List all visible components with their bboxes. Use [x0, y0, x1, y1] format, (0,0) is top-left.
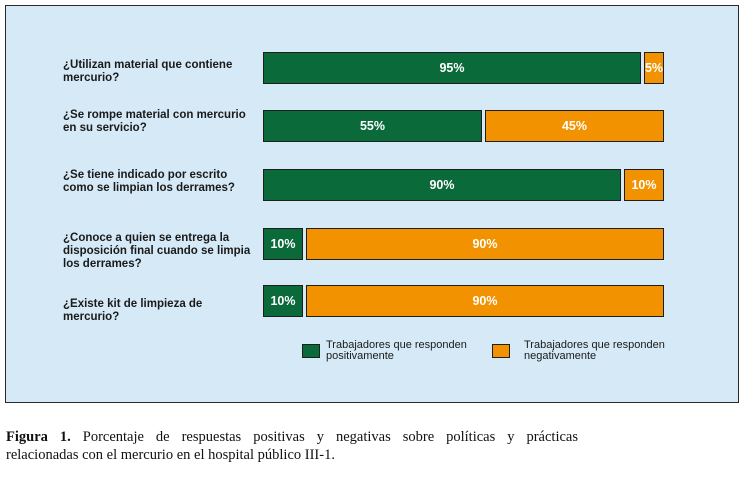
- question-label: ¿Conoce a quien se entrega la disposición…: [63, 232, 263, 271]
- bar-positive: 10%: [263, 285, 303, 317]
- legend-label-line: negativamente: [524, 350, 597, 362]
- bar-value-label: 5%: [644, 61, 664, 75]
- bar-positive: 95%: [263, 52, 641, 84]
- question-label: ¿Utilizan material que contiene mercurio?: [63, 59, 263, 85]
- bar-negative: 5%: [644, 52, 664, 84]
- question-label-line: ¿Utilizan material que contiene: [63, 59, 233, 71]
- bar-negative: 45%: [485, 110, 664, 142]
- question-label-line: disposición final cuando se limpia: [63, 245, 251, 257]
- bar-value-label: 90%: [472, 294, 498, 308]
- question-label-line: mercurio?: [63, 311, 120, 323]
- bar-value-label: 90%: [429, 178, 455, 192]
- bar-value-label: 55%: [359, 119, 386, 133]
- bar-value-label: 10%: [270, 294, 296, 308]
- question-label-line: como se limpian los derrames?: [63, 182, 235, 194]
- bar-value-label: 45%: [561, 119, 588, 133]
- chart-panel: ¿Utilizan material que contiene mercurio?…: [5, 5, 739, 403]
- bar-value-label: 10%: [270, 237, 296, 251]
- bar-value-label: 90%: [472, 237, 498, 251]
- question-label-line: ¿Se tiene indicado por escrito: [63, 169, 228, 181]
- legend-label-positive: Trabajadores que responden positivamente: [326, 340, 516, 362]
- legend-swatch-positive: [302, 344, 320, 358]
- bar-negative: 10%: [624, 169, 664, 201]
- question-label-line: mercurio?: [63, 72, 120, 84]
- bar-value-label: 10%: [631, 178, 657, 192]
- caption-line-1: Figura 1. Porcentaje de respuestas posit…: [6, 428, 578, 446]
- bar-positive: 90%: [263, 169, 621, 201]
- legend-label-line: positivamente: [326, 350, 394, 362]
- question-label: ¿Existe kit de limpieza de mercurio?: [63, 298, 263, 324]
- question-label-line: los derrames?: [63, 258, 142, 270]
- bar-value-label: 95%: [439, 61, 465, 75]
- question-label-line: ¿Conoce a quien se entrega la: [63, 232, 230, 244]
- question-label: ¿Se tiene indicado por escrito como se li…: [63, 169, 263, 195]
- caption-line-2: relacionadas con el mercurio en el hospi…: [6, 447, 335, 463]
- legend-label-line: Trabajadores que responden: [524, 339, 665, 351]
- bar-positive: 10%: [263, 228, 303, 260]
- figure-caption: Figura 1. Porcentaje de respuestas posit…: [6, 428, 578, 464]
- question-label-line: ¿Se rompe material con mercurio: [63, 109, 246, 121]
- bar-negative: 90%: [306, 228, 664, 260]
- caption-text-1: Porcentaje de respuestas positivas y neg…: [82, 429, 578, 445]
- bar-negative: 90%: [306, 285, 664, 317]
- legend-label-line: Trabajadores que responden: [326, 339, 467, 351]
- legend-swatch-negative: [492, 344, 510, 358]
- bar-positive: 55%: [263, 110, 482, 142]
- legend-label-negative: Trabajadores que responden negativamente: [524, 340, 714, 362]
- question-label-line: en su servicio?: [63, 122, 147, 134]
- caption-label: Figura 1.: [6, 429, 71, 445]
- question-label: ¿Se rompe material con mercurio en su ser…: [63, 109, 263, 135]
- question-label-line: ¿Existe kit de limpieza de: [63, 298, 203, 310]
